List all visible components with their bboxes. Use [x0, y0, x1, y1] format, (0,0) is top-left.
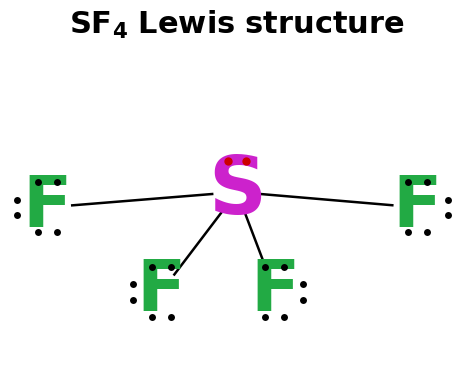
Text: S: S — [208, 153, 266, 231]
Text: $\mathbf{SF_4\ Lewis\ structure}$: $\mathbf{SF_4\ Lewis\ structure}$ — [69, 9, 405, 41]
Text: F: F — [23, 173, 72, 242]
Text: F: F — [392, 173, 442, 242]
Text: F: F — [250, 257, 300, 326]
Text: F: F — [137, 257, 186, 326]
